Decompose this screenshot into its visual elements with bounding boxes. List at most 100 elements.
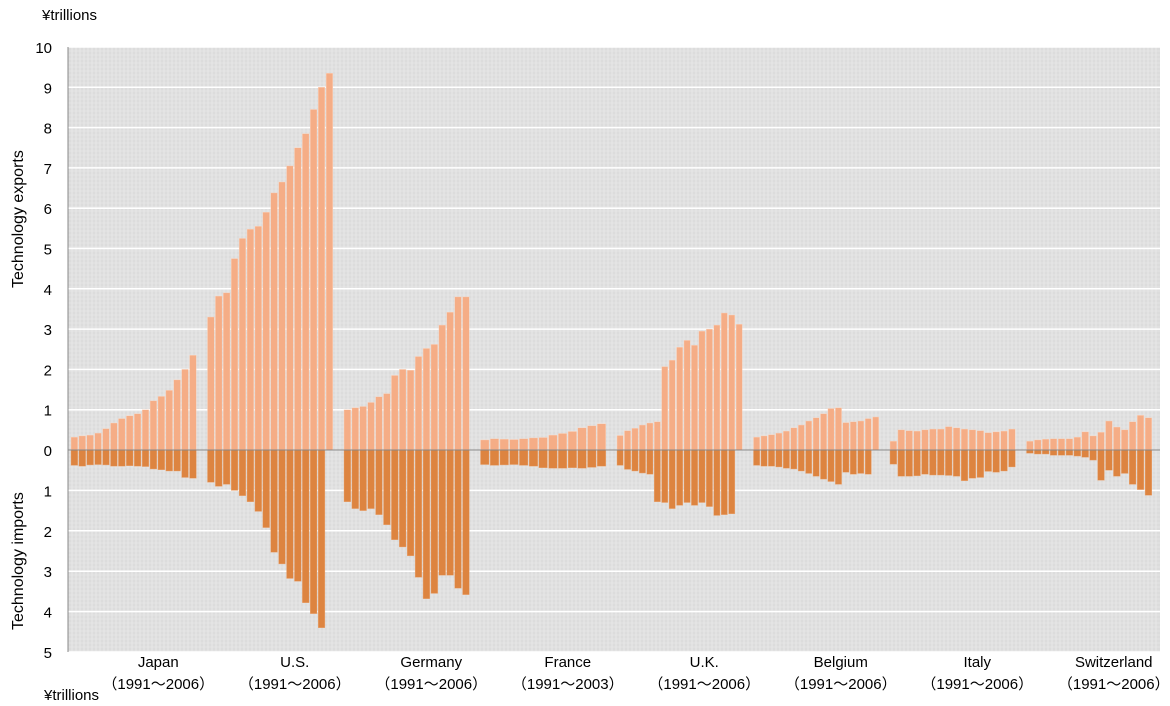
bar-export-uk [706, 328, 713, 451]
bar-export-germany [407, 370, 415, 451]
bar-import-switzerland [1081, 449, 1089, 458]
x-group-period: （1991〜2006） [102, 676, 214, 693]
bar-export-japan [141, 409, 150, 451]
bar-import-italy [1000, 449, 1008, 472]
bar-export-switzerland [1073, 436, 1081, 451]
bar-import-us [246, 449, 254, 502]
bar-export-belgium [850, 421, 857, 451]
bar-import-germany [422, 449, 430, 599]
bar-import-switzerland [1042, 449, 1050, 455]
bar-import-france [577, 449, 587, 469]
bar-export-switzerland [1081, 431, 1089, 451]
bar-import-italy [953, 449, 961, 477]
bar-import-switzerland [1121, 449, 1129, 474]
bar-export-uk [661, 366, 669, 451]
bar-import-italy [921, 449, 929, 475]
bar-import-us [286, 449, 294, 579]
y-tick-label-exports: 9 [44, 80, 52, 97]
bar-export-belgium [783, 430, 790, 451]
bar-import-us [207, 449, 215, 483]
bar-import-france [509, 449, 519, 465]
bar-export-belgium [835, 407, 842, 451]
x-group-period: （1991〜2003） [512, 676, 624, 693]
bar-import-japan [102, 449, 110, 466]
bar-export-belgium [857, 420, 865, 451]
bar-import-us [231, 449, 239, 491]
bar-export-belgium [842, 422, 850, 451]
bar-export-japan [78, 435, 86, 451]
bar-import-japan [86, 449, 94, 466]
bar-export-uk [624, 430, 631, 451]
bar-import-italy [945, 449, 953, 476]
bar-import-uk [661, 449, 669, 503]
bar-import-japan [126, 449, 134, 466]
bar-import-switzerland [1144, 449, 1153, 496]
bar-export-switzerland [1105, 420, 1113, 451]
y-tick-label-exports: 4 [44, 282, 52, 299]
bar-import-us [262, 449, 270, 528]
bar-import-us [223, 449, 231, 485]
bar-import-japan [118, 449, 126, 467]
bar-export-germany [438, 324, 446, 451]
bar-export-japan [165, 390, 173, 451]
bar-import-germany [351, 449, 359, 509]
bar-import-belgium [864, 449, 872, 475]
bar-export-japan [189, 355, 197, 451]
bar-import-belgium [827, 449, 835, 482]
y-tick-label-exports: 1 [44, 403, 52, 420]
bar-export-germany [454, 296, 462, 451]
bar-import-us [254, 449, 262, 512]
bar-import-italy [976, 449, 984, 478]
x-group-period: （1991〜2006） [239, 676, 351, 693]
bar-import-us [270, 449, 278, 553]
bar-export-france [490, 438, 499, 451]
bar-import-france [538, 449, 548, 468]
bar-import-japan [189, 449, 197, 479]
bar-export-uk [631, 428, 639, 451]
bar-import-france [558, 449, 568, 469]
bar-export-france [587, 425, 597, 451]
bar-export-germany [446, 311, 454, 451]
bar-import-france [587, 449, 597, 468]
bar-export-switzerland [1026, 440, 1034, 451]
bar-export-switzerland [1136, 415, 1145, 451]
bar-export-uk [668, 359, 676, 451]
bar-import-uk [631, 449, 639, 472]
bar-export-france [499, 438, 509, 451]
bar-export-switzerland [1129, 421, 1137, 451]
bar-export-belgium [797, 424, 805, 451]
bar-import-japan [173, 449, 181, 472]
bar-import-switzerland [1057, 449, 1066, 456]
bar-import-japan [94, 449, 102, 465]
bar-export-france [528, 437, 538, 451]
bar-import-uk [706, 449, 713, 507]
unit-label-top: ¥trillions [42, 7, 98, 24]
bar-export-france [567, 431, 577, 451]
bar-import-uk [639, 449, 646, 474]
bar-export-us [254, 226, 262, 451]
bar-export-japan [126, 415, 134, 451]
bar-export-us [262, 212, 270, 451]
bar-import-japan [70, 449, 78, 466]
bar-import-germany [462, 449, 470, 595]
bar-import-switzerland [1034, 449, 1042, 455]
bar-import-uk [676, 449, 683, 506]
bar-import-italy [937, 449, 945, 476]
bar-import-belgium [790, 449, 798, 470]
bar-export-belgium [775, 432, 783, 451]
x-group-label: U.S. [280, 654, 309, 671]
bar-export-us [207, 316, 215, 451]
bar-export-france [519, 438, 529, 451]
y-tick-label-exports: 10 [35, 40, 52, 57]
bar-export-germany [351, 407, 359, 451]
bar-import-france [499, 449, 509, 466]
bar-import-italy [889, 449, 897, 465]
x-group-period: （1991〜2006） [921, 676, 1033, 693]
y-tick-label-imports: 4 [44, 605, 52, 622]
bar-export-japan [157, 396, 165, 451]
bar-import-japan [157, 449, 165, 470]
bar-import-switzerland [1050, 449, 1058, 456]
bar-import-belgium [835, 449, 842, 485]
bar-export-switzerland [1113, 426, 1121, 451]
